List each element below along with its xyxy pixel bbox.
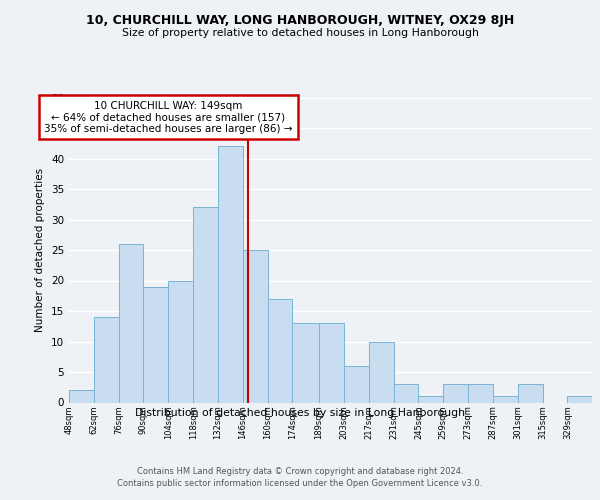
Bar <box>243 250 268 402</box>
Bar <box>193 208 218 402</box>
Bar <box>344 366 369 403</box>
Bar <box>518 384 542 402</box>
Bar <box>119 244 143 402</box>
Bar <box>468 384 493 402</box>
Bar <box>218 146 243 402</box>
Text: Size of property relative to detached houses in Long Hanborough: Size of property relative to detached ho… <box>122 28 478 38</box>
Bar <box>268 299 292 403</box>
Bar <box>568 396 592 402</box>
Y-axis label: Number of detached properties: Number of detached properties <box>35 168 46 332</box>
Text: Distribution of detached houses by size in Long Hanborough: Distribution of detached houses by size … <box>135 408 465 418</box>
Bar <box>493 396 518 402</box>
Bar <box>418 396 443 402</box>
Bar <box>369 342 394 402</box>
Bar <box>69 390 94 402</box>
Bar <box>394 384 418 402</box>
Bar <box>292 323 319 402</box>
Text: Contains public sector information licensed under the Open Government Licence v3: Contains public sector information licen… <box>118 479 482 488</box>
Bar <box>94 317 119 402</box>
Bar <box>143 286 169 403</box>
Text: 10, CHURCHILL WAY, LONG HANBOROUGH, WITNEY, OX29 8JH: 10, CHURCHILL WAY, LONG HANBOROUGH, WITN… <box>86 14 514 27</box>
Bar <box>169 280 193 402</box>
Bar <box>319 323 344 402</box>
Text: 10 CHURCHILL WAY: 149sqm
← 64% of detached houses are smaller (157)
35% of semi-: 10 CHURCHILL WAY: 149sqm ← 64% of detach… <box>44 100 293 134</box>
Bar <box>443 384 468 402</box>
Text: Contains HM Land Registry data © Crown copyright and database right 2024.: Contains HM Land Registry data © Crown c… <box>137 468 463 476</box>
